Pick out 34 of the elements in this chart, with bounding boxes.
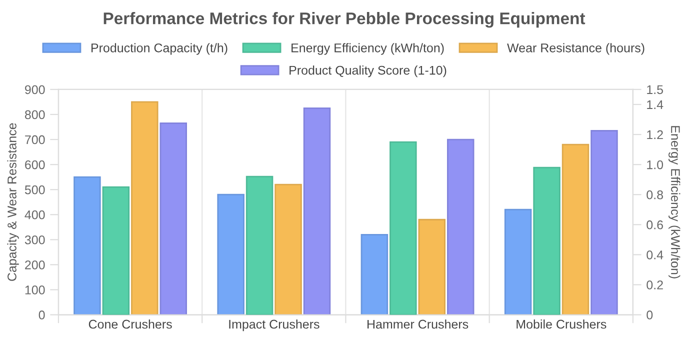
x-tick-label: Hammer Crushers	[368, 319, 468, 329]
y2-tick-label: 1.0	[647, 160, 664, 170]
y-tick-label: 100	[25, 286, 45, 294]
y-tick-label: 200	[25, 260, 45, 270]
bar	[446, 138, 474, 315]
x-tick-label: Cone Crushers	[88, 319, 172, 329]
x-tick-label: Impact Crushers	[229, 319, 320, 332]
y-tick-label: 400	[24, 210, 45, 220]
x-tick-label: Mobile Crushers	[516, 319, 606, 329]
legend-label: Wear Resistance (hours)	[507, 43, 644, 55]
y-axis-title: Capacity & Wear Resistance	[7, 123, 19, 281]
y2-tick-label: 0.6	[646, 220, 663, 230]
y-tick-label: 800	[24, 110, 45, 120]
legend-label: Production Capacity (t/h)	[91, 43, 228, 55]
y2-axis-title: Energy Efficiency (kWh/ton)	[668, 126, 680, 278]
legend-label: Energy Efficiency (kWh/ton)	[292, 43, 444, 55]
y-tick-label: 300	[24, 235, 45, 244]
y2-tick-label: 0.2	[646, 280, 663, 290]
bar	[590, 130, 618, 315]
y2-tick-label: 1.5	[647, 85, 664, 94]
y2-tick-label: 0	[646, 310, 653, 320]
y2-tick-label: 0.4	[646, 250, 664, 260]
y-tick-label: 900	[25, 85, 45, 94]
bar	[303, 108, 331, 315]
legend-label: Product Quality Score (1-10)	[290, 66, 446, 78]
y2-tick-label: 0.8	[646, 190, 663, 200]
y-tick-label: 500	[24, 185, 45, 194]
y-tick-label: 700	[25, 135, 45, 144]
chart-title: Performance Metrics for River Pebble Processing Equipment	[104, 12, 586, 28]
y-tick-label: 600	[25, 160, 45, 170]
y2-tick-label: 1.2	[647, 130, 663, 140]
y2-tick-label: 1.4	[647, 100, 664, 109]
bar	[160, 122, 187, 315]
y-tick-label: 0	[38, 310, 45, 320]
